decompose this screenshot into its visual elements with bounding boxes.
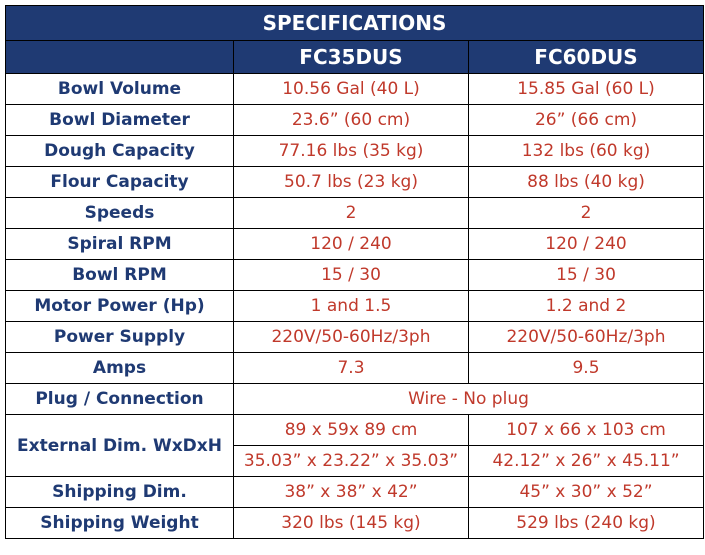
fc35dus-value: 2	[233, 197, 469, 229]
fc60dus-value: 15 / 30	[468, 259, 704, 291]
fc60dus-value: 529 lbs (240 kg)	[468, 507, 704, 539]
row-label: Shipping Weight	[5, 507, 234, 539]
fc35dus-value: 50.7 lbs (23 kg)	[233, 166, 469, 198]
row-label: Bowl Volume	[5, 73, 234, 105]
fc35dus-value: 38” x 38” x 42”	[233, 476, 469, 508]
fc35dus-value: 320 lbs (145 kg)	[233, 507, 469, 539]
row-label: Speeds	[5, 197, 234, 229]
table-row: Shipping Dim. 38” x 38” x 42” 45” x 30” …	[5, 476, 704, 508]
row-label: Dough Capacity	[5, 135, 234, 167]
table-row: Speeds 2 2	[5, 197, 704, 229]
row-label: Power Supply	[5, 321, 234, 353]
fc60dus-value: 132 lbs (60 kg)	[468, 135, 704, 167]
fc60dus-value: 220V/50-60Hz/3ph	[468, 321, 704, 353]
fc35dus-value: 1 and 1.5	[233, 290, 469, 322]
fc35dus-value: 77.16 lbs (35 kg)	[233, 135, 469, 167]
row-label: Motor Power (Hp)	[5, 290, 234, 322]
fc35dus-value-metric: 89 x 59x 89 cm	[233, 414, 469, 446]
row-label: Plug / Connection	[5, 383, 234, 415]
fc60dus-value: 45” x 30” x 52”	[468, 476, 704, 508]
fc60dus-value: 9.5	[468, 352, 704, 384]
table-row: External Dim. WxDxH 89 x 59x 89 cm 107 x…	[5, 414, 704, 477]
table-title: SPECIFICATIONS	[5, 5, 704, 41]
fc35dus-value-imperial: 35.03” x 23.22” x 35.03”	[233, 445, 469, 477]
table-row: Plug / Connection Wire - No plug	[5, 383, 704, 415]
shared-value: Wire - No plug	[233, 383, 704, 415]
specifications-table: SPECIFICATIONS FC35DUS FC60DUS Bowl Volu…	[5, 5, 704, 539]
row-label: Flour Capacity	[5, 166, 234, 198]
fc35dus-value: 220V/50-60Hz/3ph	[233, 321, 469, 353]
header-models-row: FC35DUS FC60DUS	[5, 40, 704, 74]
fc35dus-value: 15 / 30	[233, 259, 469, 291]
model-b-header: FC60DUS	[468, 40, 704, 74]
row-label: Bowl RPM	[5, 259, 234, 291]
table-row: Shipping Weight 320 lbs (145 kg) 529 lbs…	[5, 507, 704, 539]
table-row: Bowl Volume 10.56 Gal (40 L) 15.85 Gal (…	[5, 73, 704, 105]
row-label: Spiral RPM	[5, 228, 234, 260]
spec-table-container: SPECIFICATIONS FC35DUS FC60DUS Bowl Volu…	[5, 5, 704, 539]
fc60dus-value-imperial: 42.12” x 26” x 45.11”	[468, 445, 704, 477]
fc60dus-value: 120 / 240	[468, 228, 704, 260]
fc60dus-value: 15.85 Gal (60 L)	[468, 73, 704, 105]
row-label: Amps	[5, 352, 234, 384]
table-row: Spiral RPM 120 / 240 120 / 240	[5, 228, 704, 260]
table-row: Power Supply 220V/50-60Hz/3ph 220V/50-60…	[5, 321, 704, 353]
row-label: External Dim. WxDxH	[5, 414, 234, 477]
fc60dus-value-metric: 107 x 66 x 103 cm	[468, 414, 704, 446]
row-label: Shipping Dim.	[5, 476, 234, 508]
fc35dus-value: 10.56 Gal (40 L)	[233, 73, 469, 105]
table-row: Bowl Diameter 23.6” (60 cm) 26” (66 cm)	[5, 104, 704, 136]
fc35dus-value: 7.3	[233, 352, 469, 384]
table-row: Bowl RPM 15 / 30 15 / 30	[5, 259, 704, 291]
header-title-row: SPECIFICATIONS	[5, 5, 704, 41]
table-row: Amps 7.3 9.5	[5, 352, 704, 384]
fc60dus-value: 88 lbs (40 kg)	[468, 166, 704, 198]
model-a-header: FC35DUS	[233, 40, 469, 74]
row-label: Bowl Diameter	[5, 104, 234, 136]
table-row: 35.03” x 23.22” x 35.03” 42.12” x 26” x …	[6, 445, 704, 477]
fc35dus-value: 120 / 240	[233, 228, 469, 260]
table-row: Flour Capacity 50.7 lbs (23 kg) 88 lbs (…	[5, 166, 704, 198]
table-row: Motor Power (Hp) 1 and 1.5 1.2 and 2	[5, 290, 704, 322]
fc60dus-value: 2	[468, 197, 704, 229]
fc60dus-value: 26” (66 cm)	[468, 104, 704, 136]
header-blank-cell	[5, 40, 234, 74]
fc35dus-value: 23.6” (60 cm)	[233, 104, 469, 136]
table-row: Dough Capacity 77.16 lbs (35 kg) 132 lbs…	[5, 135, 704, 167]
fc60dus-value: 1.2 and 2	[468, 290, 704, 322]
